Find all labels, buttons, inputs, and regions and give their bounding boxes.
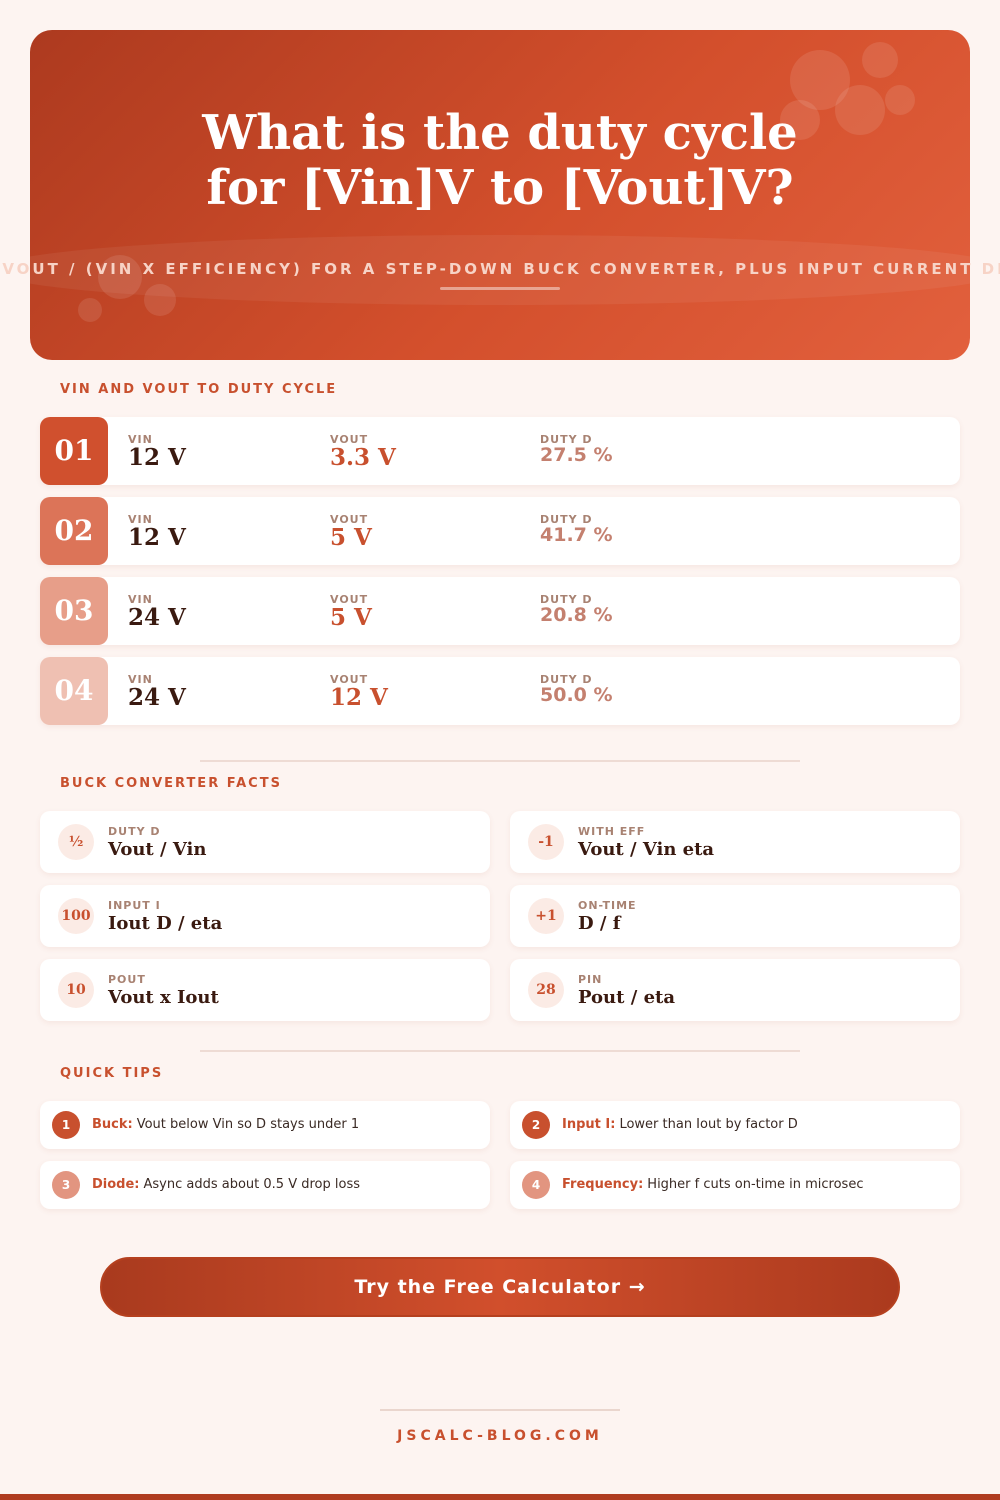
row-number: 02 <box>40 497 108 565</box>
column-label: DUTY D <box>540 513 593 526</box>
vin-value: 12 V <box>128 524 186 551</box>
column-label: VOUT <box>330 593 369 606</box>
column-label: VIN <box>128 433 153 446</box>
tip-card <box>510 1161 960 1209</box>
row-card <box>40 577 960 645</box>
row-card <box>40 657 960 725</box>
vout-value: 5 V <box>330 604 372 631</box>
column-label: VIN <box>128 673 153 686</box>
column-label: VOUT <box>330 673 369 686</box>
fact-card <box>40 959 490 1021</box>
tip-line: Diode: Async adds about 0.5 V drop loss <box>92 1177 360 1192</box>
row-number: 01 <box>40 417 108 485</box>
tip-label: Frequency: <box>562 1177 644 1192</box>
vin-value: 24 V <box>128 684 186 711</box>
fact-card <box>40 811 490 873</box>
vin-value: 24 V <box>128 604 186 631</box>
row-number: 04 <box>40 657 108 725</box>
column-label: DUTY D <box>540 593 593 606</box>
tip-card <box>40 1101 490 1149</box>
duty-value: 41.7 % <box>540 524 613 546</box>
tip-text: Higher f cuts on-time in microsec <box>647 1177 864 1192</box>
tip-text: Async adds about 0.5 V drop loss <box>143 1177 361 1192</box>
tip-label: Buck: <box>92 1117 133 1132</box>
fact-icon: 28 <box>528 972 564 1008</box>
row-card <box>40 497 960 565</box>
section-title: QUICK TIPS <box>60 1066 164 1081</box>
fact-label: POUT <box>108 973 146 986</box>
tip-card <box>510 1101 960 1149</box>
divider <box>200 760 800 762</box>
subtitle: D = VOUT / (VIN X EFFICIENCY) FOR A STEP… <box>0 260 1000 278</box>
tip-line: Input I: Lower than Iout by factor D <box>562 1117 798 1132</box>
row-card <box>40 417 960 485</box>
fact-value: D / f <box>578 913 621 934</box>
tip-text: Vout below Vin so D stays under 1 <box>136 1117 360 1132</box>
accent-line <box>440 287 560 290</box>
fact-card <box>510 885 960 947</box>
section-title: BUCK CONVERTER FACTS <box>60 776 282 791</box>
fact-icon: 10 <box>58 972 94 1008</box>
tip-text: Lower than Iout by factor D <box>619 1117 798 1132</box>
fact-card <box>510 811 960 873</box>
fact-label: ON-TIME <box>578 899 637 912</box>
tip-number: 3 <box>52 1171 80 1199</box>
fact-value: Vout / Vin <box>108 839 207 860</box>
tip-number: 2 <box>522 1111 550 1139</box>
footer-site: JSCALC-BLOG.COM <box>397 1428 603 1444</box>
column-label: VIN <box>128 593 153 606</box>
column-label: DUTY D <box>540 433 593 446</box>
fact-card <box>510 959 960 1021</box>
tip-card <box>40 1161 490 1209</box>
fact-value: Pout / eta <box>578 987 675 1008</box>
vout-value: 12 V <box>330 684 388 711</box>
fact-label: WITH EFF <box>578 825 646 838</box>
fact-value: Vout / Vin eta <box>578 839 715 860</box>
fact-label: DUTY D <box>108 825 161 838</box>
fact-label: INPUT I <box>108 899 161 912</box>
vin-value: 12 V <box>128 444 186 471</box>
tip-label: Diode: <box>92 1177 140 1192</box>
bottom-bar <box>0 1494 1000 1500</box>
fact-card <box>40 885 490 947</box>
divider <box>380 1409 620 1411</box>
column-label: VOUT <box>330 433 369 446</box>
tip-number: 1 <box>52 1111 80 1139</box>
duty-value: 27.5 % <box>540 444 613 466</box>
tip-line: Buck: Vout below Vin so D stays under 1 <box>92 1117 359 1132</box>
section-title: VIN AND VOUT TO DUTY CYCLE <box>60 382 338 397</box>
cta-button[interactable]: Try the Free Calculator → <box>100 1257 900 1317</box>
fact-value: Vout x Iout <box>108 987 219 1008</box>
fact-label: PIN <box>578 973 603 986</box>
vout-value: 3.3 V <box>330 444 396 471</box>
column-label: VOUT <box>330 513 369 526</box>
fact-value: Iout D / eta <box>108 913 223 934</box>
fact-icon: -1 <box>528 824 564 860</box>
fact-icon: 100 <box>58 898 94 934</box>
tip-line: Frequency: Higher f cuts on-time in micro… <box>562 1177 863 1192</box>
column-label: DUTY D <box>540 673 593 686</box>
row-number: 03 <box>40 577 108 645</box>
fact-icon: +1 <box>528 898 564 934</box>
vout-value: 5 V <box>330 524 372 551</box>
fact-icon: ½ <box>58 824 94 860</box>
tip-label: Input I: <box>562 1117 616 1132</box>
duty-value: 20.8 % <box>540 604 613 626</box>
tip-number: 4 <box>522 1171 550 1199</box>
duty-value: 50.0 % <box>540 684 613 706</box>
hero <box>30 30 970 360</box>
title: What is the duty cycle <box>202 105 798 161</box>
divider <box>200 1050 800 1052</box>
column-label: VIN <box>128 513 153 526</box>
title: for [Vin]V to [Vout]V? <box>206 160 794 216</box>
